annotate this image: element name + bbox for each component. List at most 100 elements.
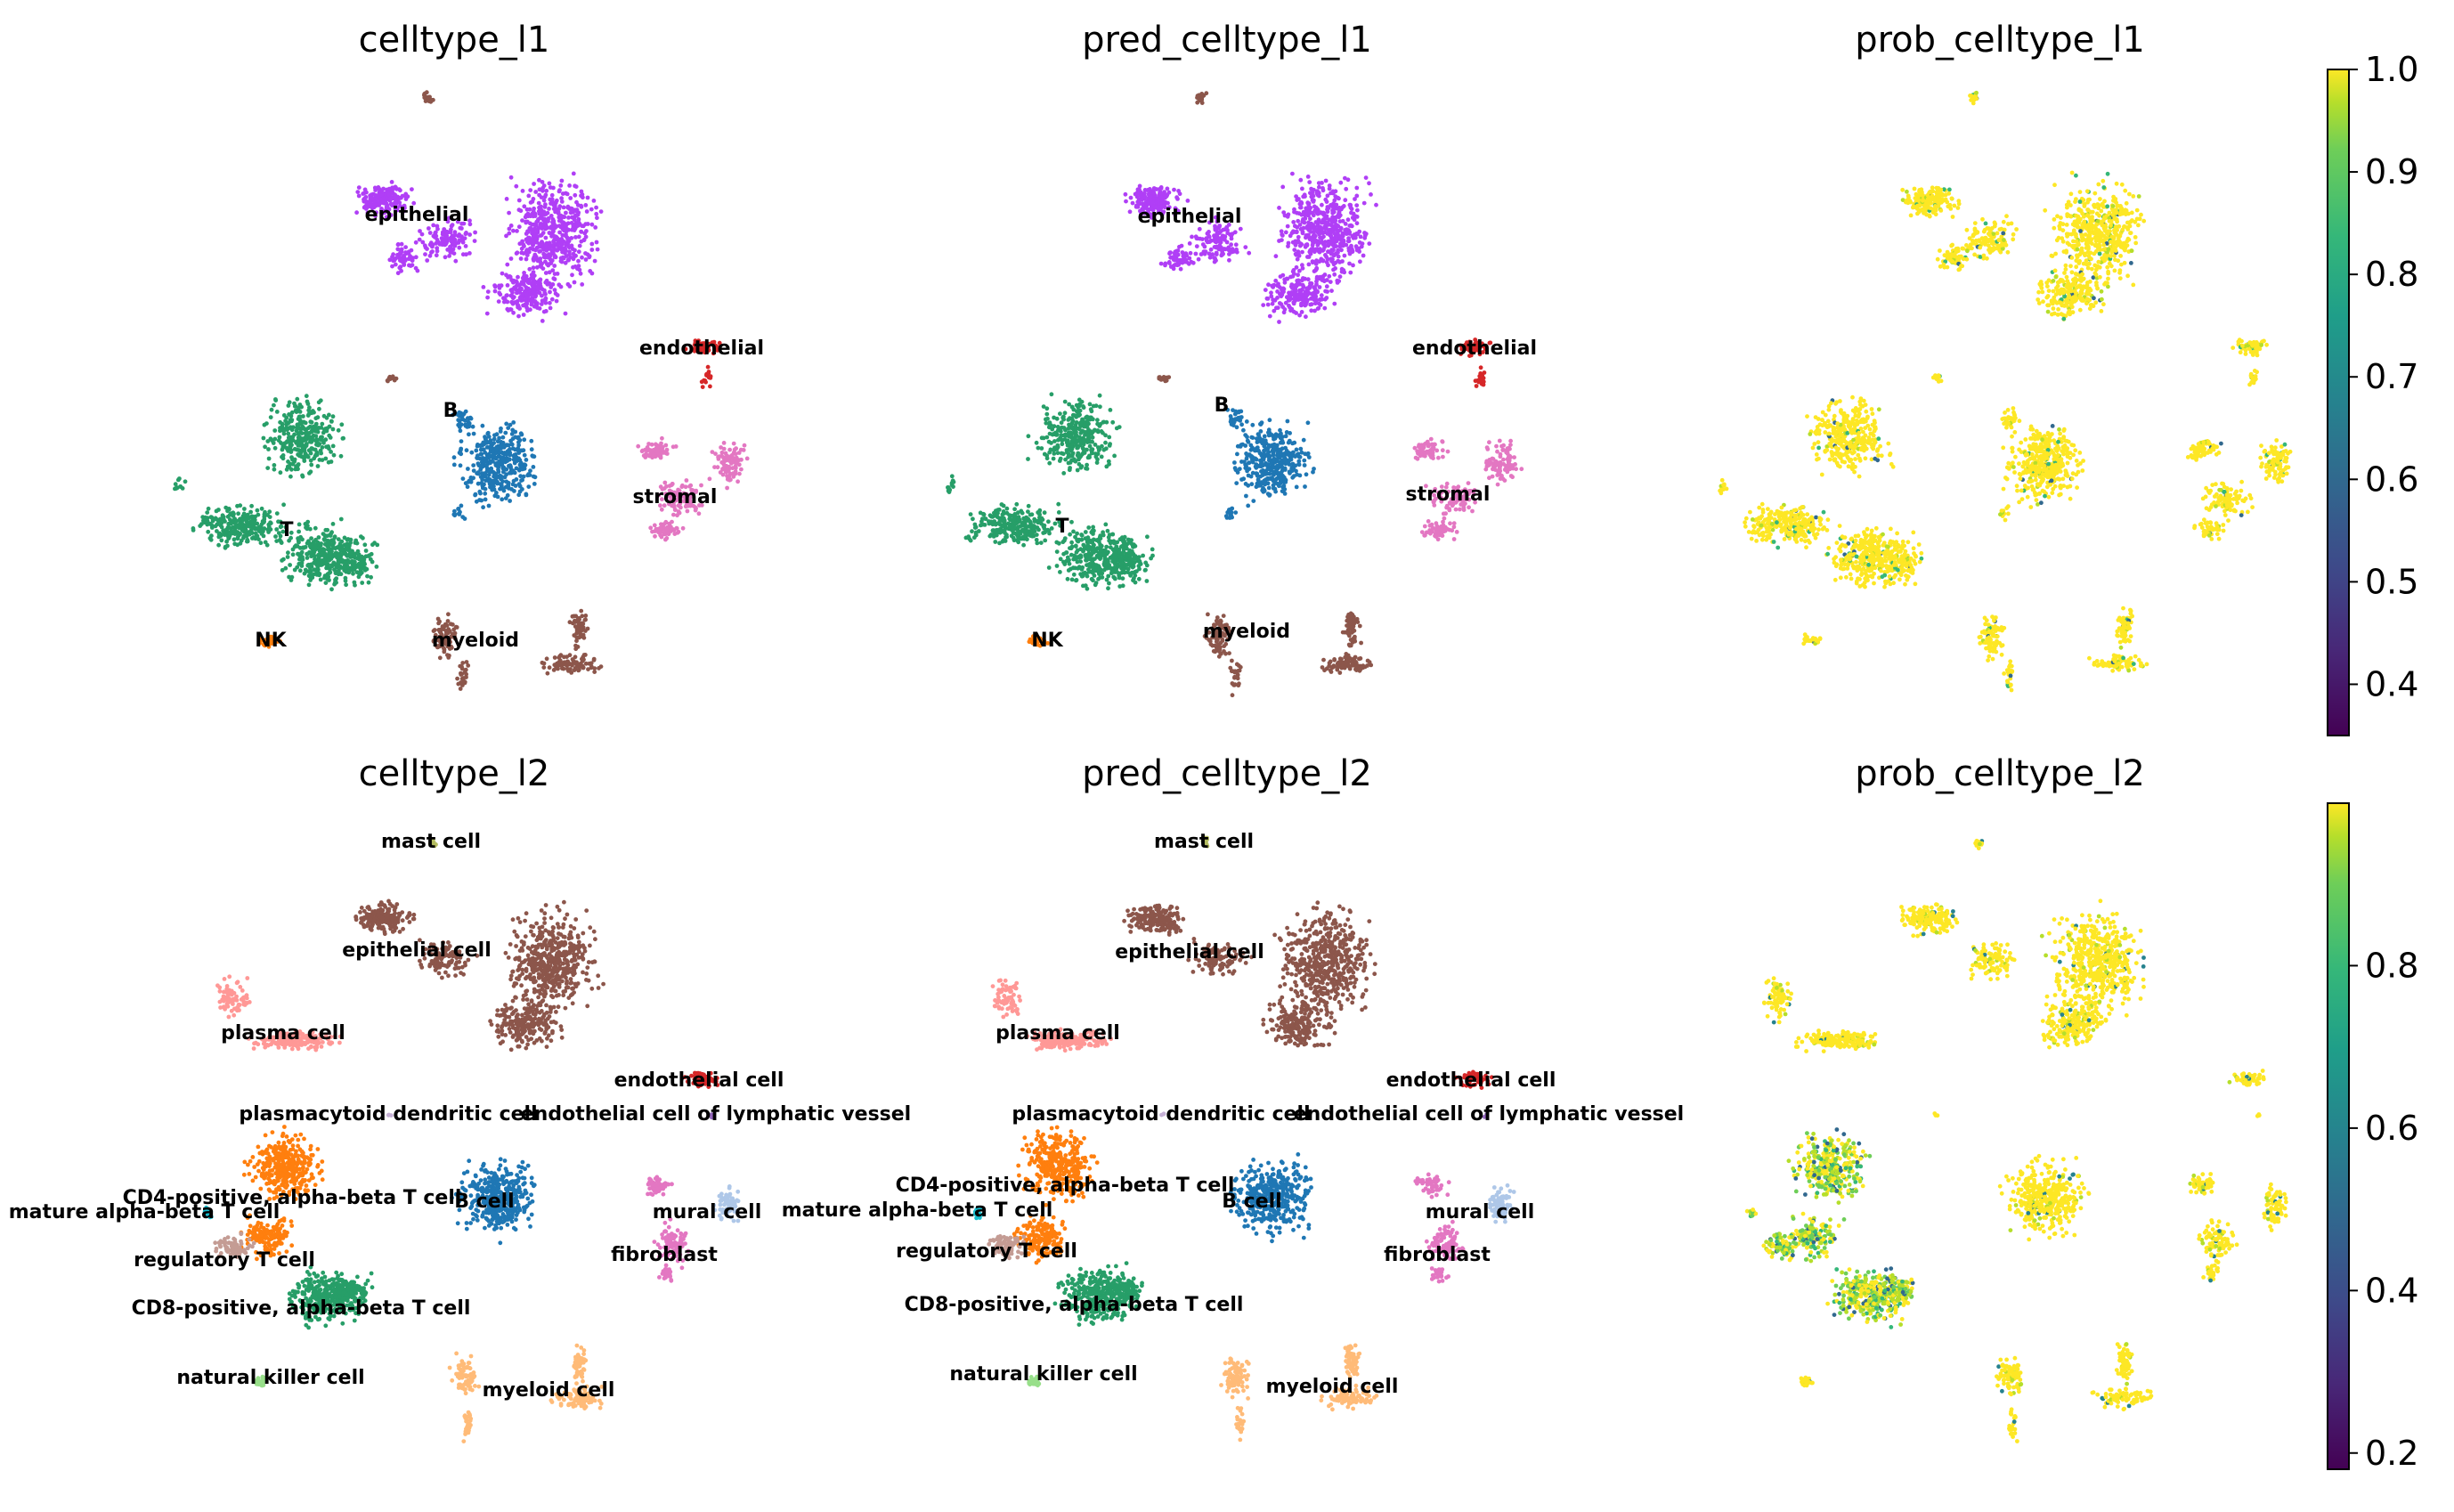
umap-point: [315, 415, 321, 420]
umap-point: [459, 503, 464, 508]
umap-point: [572, 228, 577, 232]
umap-point: [307, 405, 312, 411]
umap-point: [206, 506, 211, 511]
umap-point: [1312, 297, 1317, 302]
umap-point: [1245, 435, 1249, 440]
umap-point: [1327, 186, 1332, 191]
umap-point: [323, 527, 329, 532]
umap-point: [1484, 445, 1490, 450]
umap-point: [1278, 481, 1283, 485]
umap-point: [576, 234, 581, 240]
umap-point: [579, 229, 583, 234]
umap-point: [330, 414, 336, 419]
umap-point: [518, 256, 524, 261]
umap-point: [1190, 234, 1194, 240]
umap-point: [572, 633, 577, 638]
umap-point: [715, 348, 720, 353]
umap-point: [304, 433, 309, 437]
umap-point: [1123, 191, 1128, 197]
umap-point: [593, 225, 598, 230]
umap-point: [1346, 239, 1352, 244]
umap-point: [1225, 231, 1231, 236]
umap-point: [328, 435, 333, 440]
umap-point: [303, 567, 308, 573]
umap-point: [699, 379, 704, 385]
umap-point: [1332, 272, 1337, 277]
umap-point: [1282, 307, 1288, 312]
umap-point: [571, 264, 575, 270]
umap-point: [560, 191, 565, 196]
umap-point: [289, 410, 295, 415]
umap-point: [573, 192, 578, 198]
umap-point: [1233, 510, 1239, 515]
umap-point: [1304, 472, 1309, 477]
umap-point: [1228, 419, 1233, 424]
umap-point: [1445, 449, 1450, 454]
umap-point: [569, 221, 574, 225]
umap-point: [225, 543, 230, 549]
umap-point: [484, 311, 490, 316]
umap-point: [1174, 195, 1179, 200]
umap-point: [379, 207, 384, 211]
umap-point: [1512, 455, 1516, 459]
umap-point: [1309, 186, 1313, 191]
umap-point: [712, 465, 717, 469]
umap-point: [591, 657, 597, 663]
umap-point: [1497, 467, 1502, 472]
umap-point: [496, 299, 501, 304]
umap-point: [1279, 302, 1284, 306]
umap-point: [504, 452, 509, 457]
umap-point: [540, 319, 545, 323]
umap-point: [445, 230, 451, 235]
umap-point: [586, 667, 590, 671]
umap-point: [581, 665, 586, 671]
umap-point: [1245, 438, 1250, 443]
umap-point: [389, 180, 394, 184]
umap-point: [333, 571, 338, 576]
umap-point: [1292, 297, 1297, 302]
umap-point: [636, 443, 641, 449]
umap-point: [370, 542, 375, 548]
umap-point: [472, 239, 477, 243]
umap-point: [1291, 450, 1296, 455]
umap-point: [381, 186, 386, 191]
umap-point: [1163, 261, 1168, 266]
umap-point: [1241, 427, 1246, 433]
umap-point: [1510, 466, 1515, 471]
umap-point: [512, 460, 517, 466]
umap-point: [539, 264, 544, 269]
umap-point: [573, 248, 577, 253]
umap-point: [1202, 244, 1207, 249]
umap-point: [1490, 456, 1495, 461]
umap-point: [1332, 232, 1337, 236]
umap-point: [478, 447, 483, 452]
umap-point: [280, 456, 286, 461]
umap-point: [551, 202, 557, 207]
umap-point: [535, 286, 540, 291]
umap-point: [1300, 249, 1304, 255]
umap-point: [1219, 253, 1224, 258]
umap-point: [1259, 461, 1264, 467]
umap-point: [1232, 460, 1237, 465]
umap-point: [544, 278, 549, 283]
umap-point: [1355, 207, 1360, 213]
umap-point: [433, 230, 438, 235]
umap-point: [1305, 451, 1311, 456]
umap-point: [1308, 248, 1312, 253]
umap-point: [729, 452, 735, 458]
umap-point: [508, 288, 514, 293]
umap-point: [232, 537, 237, 542]
umap-point: [1265, 302, 1271, 307]
umap-point: [274, 527, 280, 532]
umap-point: [436, 621, 441, 626]
umap-point: [217, 531, 222, 536]
umap-point: [334, 576, 339, 581]
umap-point: [541, 251, 546, 256]
umap-point: [531, 208, 536, 214]
umap-point: [505, 293, 509, 297]
umap-point: [570, 272, 574, 278]
umap-point: [296, 551, 301, 557]
umap-point: [1298, 241, 1304, 246]
umap-point: [660, 435, 664, 441]
umap-point: [1305, 297, 1310, 303]
